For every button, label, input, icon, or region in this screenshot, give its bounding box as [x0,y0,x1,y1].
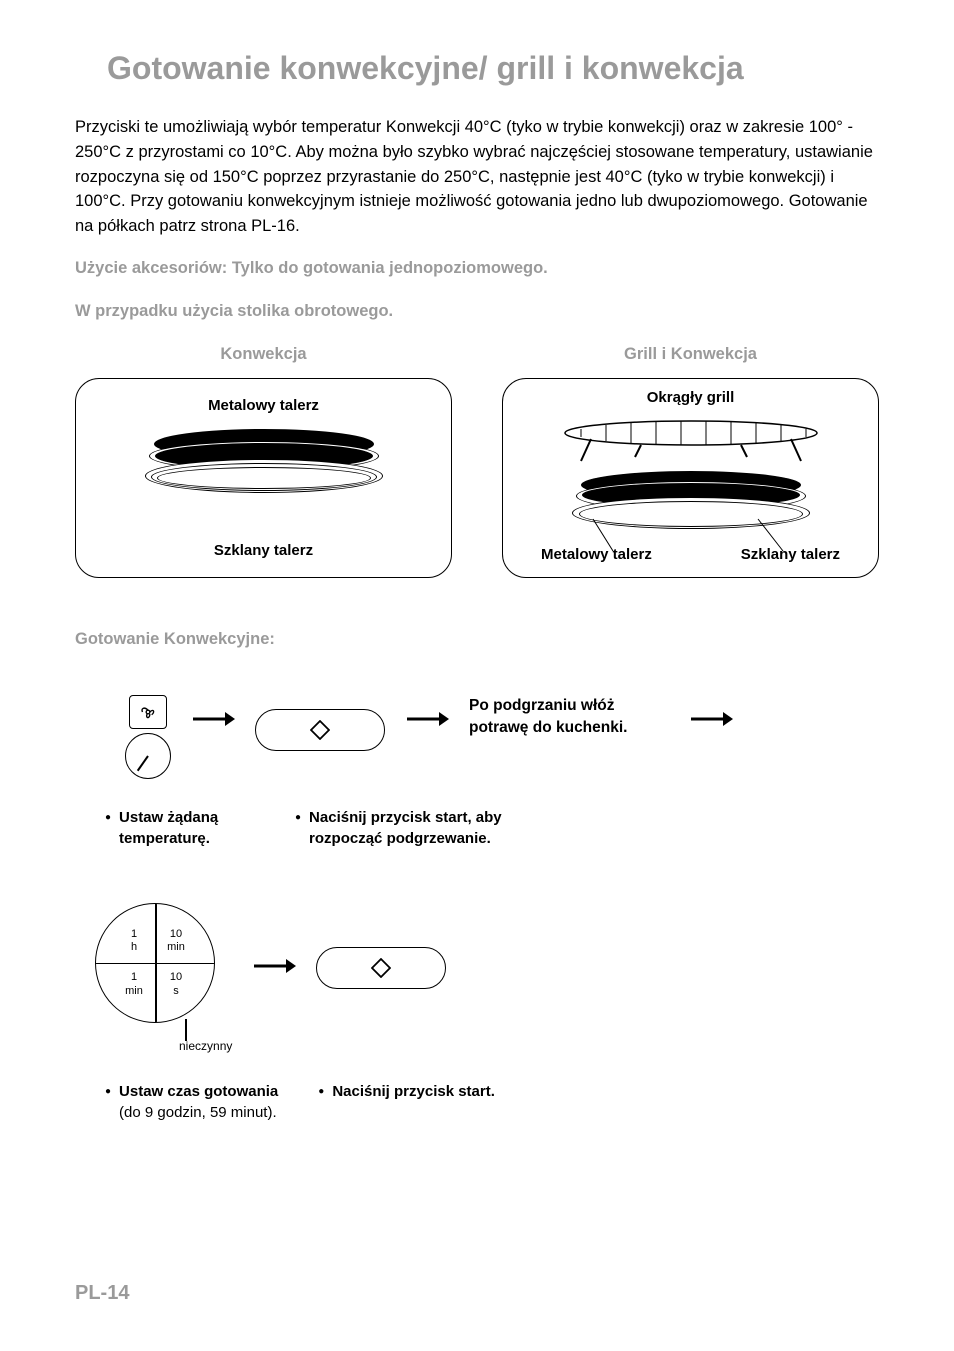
grill-diagram: Okrągły grill [502,378,879,578]
grill-rack-icon [561,419,821,464]
step-1-captions: Ustaw żądaną temperaturę. Naciśnij przyc… [105,807,879,849]
intro-paragraph: Przyciski te umożliwiają wybór temperatu… [75,115,879,239]
metal-plate-label-2: Metalowy talerz [541,546,652,563]
temp-dial-icon [125,695,171,779]
diamond-icon [310,720,330,740]
page-number: PL-14 [75,1282,129,1305]
diagram-columns: Konwekcja Metalowy talerz Szklany talerz… [75,345,879,578]
grill-conv-title: Grill i Konwekcja [502,345,879,364]
convection-diagram: Metalowy talerz Szklany talerz [75,378,452,578]
step-row-1: Po podgrzaniu włóż potrawę do kuchenki. [125,695,879,779]
arrow-icon [252,952,296,984]
arrow-icon [405,705,449,737]
round-grill-label: Okrągły grill [647,389,735,406]
press-start-bullet: Naciśnij przycisk start. [332,1083,495,1100]
turntable-note: W przypadku użycia stolika obrotowego. [75,302,879,321]
accessories-note: Użycie akcesoriów: Tylko do gotowania je… [75,259,879,278]
set-time-bullet: Ustaw czas gotowania [119,1083,278,1100]
convection-title: Konwekcja [75,345,452,364]
glass-plate-label-2: Szklany talerz [741,546,840,563]
step-2-captions: Ustaw czas gotowania (do 9 godzin, 59 mi… [105,1081,879,1123]
arrow-icon [191,705,235,737]
step-row-2: 1h 10min 1min 10s nieczynny [95,903,879,1053]
idle-label: nieczynny [179,1039,232,1053]
fan-icon [129,695,167,729]
metal-plate-label: Metalowy talerz [208,397,319,414]
start-button-icon [255,709,385,751]
press-start-preheat-bullet: Naciśnij przycisk start, aby rozpocząć p… [309,809,502,847]
preheat-instruction: Po podgrzaniu włóż potrawę do kuchenki. [469,695,669,740]
diamond-icon [371,958,391,978]
set-time-detail: (do 9 godzin, 59 minut). [119,1104,277,1121]
grill-convection-column: Grill i Konwekcja Okrągły grill [502,345,879,578]
convection-column: Konwekcja Metalowy talerz Szklany talerz [75,345,452,578]
time-dial-icon: 1h 10min 1min 10s nieczynny [95,903,232,1053]
steps-section: Gotowanie Konwekcyjne: Po podgrzaniu włó… [75,630,879,1123]
glass-plate-label: Szklany talerz [214,542,313,559]
set-temp-bullet: Ustaw żądaną temperaturę. [119,809,218,847]
steps-title: Gotowanie Konwekcyjne: [75,630,879,649]
arrow-icon [689,705,733,737]
start-button-icon-2 [316,947,446,989]
page-title: Gotowanie konwekcyjne/ grill i konwekcja [107,50,879,87]
